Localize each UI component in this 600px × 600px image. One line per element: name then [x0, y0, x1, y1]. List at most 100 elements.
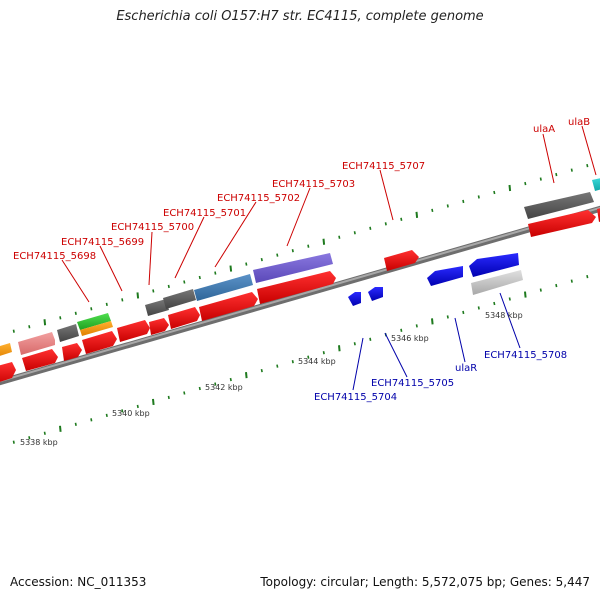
gene-label-ular: ulaR: [455, 363, 477, 374]
tick-mark: [400, 217, 403, 221]
gene-label-ech74115-5701: ECH74115_5701: [163, 208, 246, 219]
gene-feature: [18, 332, 55, 355]
tick-mark: [198, 386, 201, 391]
gene-feature: [253, 253, 333, 283]
tick-mark: [43, 319, 47, 326]
gene-feature: [57, 324, 79, 342]
tick-mark: [74, 311, 77, 315]
gene-label-ech74115-5704: ECH74115_5704: [314, 392, 397, 403]
gene-feature: [62, 343, 82, 361]
tick-mark: [105, 413, 108, 418]
tick-mark: [43, 431, 46, 435]
tick-mark: [136, 292, 140, 299]
tick-mark: [12, 440, 15, 444]
tick-mark: [167, 395, 170, 400]
gene-feature: [427, 266, 463, 286]
tick-marks: [12, 163, 589, 444]
tick-mark: [338, 345, 341, 352]
tick-mark: [12, 329, 15, 333]
gene-feature: [592, 178, 600, 191]
tick-mark: [555, 283, 558, 288]
gene-label-ech74115-5698: ECH74115_5698: [13, 251, 96, 262]
tick-mark: [524, 291, 527, 298]
gene-feature: [22, 349, 58, 371]
reverse-features: [348, 253, 523, 306]
tick-mark: [198, 275, 201, 280]
gene-label-ech74115-5699: ECH74115_5699: [61, 237, 144, 248]
scale-label: 5340 kbp: [112, 409, 150, 418]
gene-feature: [368, 287, 383, 301]
gene-feature: [149, 318, 169, 335]
tick-mark: [74, 422, 77, 426]
gene-feature: [257, 271, 336, 304]
tick-mark: [431, 208, 434, 213]
gene-label-ulab: ulaB: [568, 117, 590, 128]
gene-feature: [145, 299, 169, 316]
tick-mark: [415, 211, 419, 218]
tick-mark: [555, 172, 558, 177]
tick-mark: [90, 307, 93, 311]
tick-mark: [136, 404, 139, 409]
tick-mark: [276, 253, 279, 257]
tick-mark: [245, 371, 248, 379]
tick-mark: [539, 177, 542, 181]
gene-feature: [194, 274, 253, 301]
gene-feature: [168, 307, 200, 329]
tick-mark: [105, 302, 108, 307]
tick-mark: [28, 436, 31, 440]
tick-mark: [446, 315, 449, 319]
scale-label: 5342 kbp: [205, 383, 243, 392]
gene-label-ech74115-5705: ECH74115_5705: [371, 378, 454, 389]
tick-mark: [539, 288, 542, 292]
tick-mark: [229, 265, 233, 272]
tick-mark: [167, 284, 170, 289]
tick-mark: [570, 279, 573, 283]
gene-feature: [77, 313, 111, 330]
tick-mark: [291, 249, 294, 253]
gene-label-ech74115-5708: ECH74115_5708: [484, 350, 567, 361]
tick-mark: [121, 298, 124, 302]
gene-feature: [163, 289, 196, 309]
tick-mark: [276, 364, 279, 368]
tick-mark: [508, 184, 512, 192]
gene-label-ech74115-5707: ECH74115_5707: [342, 161, 425, 172]
tick-mark: [508, 297, 511, 301]
tick-mark: [415, 324, 418, 328]
reverse-gene-labels: ECH74115_5704 ECH74115_5705 ulaR ECH7411…: [314, 350, 567, 403]
gene-feature: [80, 321, 113, 336]
tick-mark: [307, 244, 310, 248]
tick-mark: [152, 289, 155, 293]
tick-mark: [353, 231, 356, 235]
tick-mark: [570, 168, 573, 172]
tick-mark: [322, 351, 325, 355]
map-title: Escherichia coli O157:H7 str. EC4115, co…: [116, 9, 484, 24]
tick-mark: [477, 195, 480, 199]
tick-mark: [59, 316, 62, 320]
tick-mark: [322, 238, 326, 245]
tick-mark: [260, 257, 263, 262]
tick-mark: [214, 271, 217, 275]
tick-mark: [152, 398, 155, 406]
tick-mark: [183, 391, 186, 395]
tick-mark: [384, 222, 387, 226]
tick-mark: [260, 368, 263, 373]
tick-mark: [291, 360, 294, 364]
gene-feature: [528, 210, 596, 237]
gene-feature: [0, 362, 16, 382]
gene-feature: [348, 292, 361, 306]
gene-feature: [597, 208, 600, 222]
gene-feature: [471, 270, 523, 295]
gene-feature: [82, 331, 117, 354]
tick-mark: [586, 274, 589, 279]
tick-mark: [59, 425, 62, 432]
forward-gene-labels: ECH74115_5698 ECH74115_5699 ECH74115_570…: [13, 117, 590, 262]
gene-label-ulaa: ulaA: [533, 124, 555, 135]
tick-mark: [245, 262, 248, 266]
tick-mark: [400, 328, 403, 332]
gene-label-ech74115-5700: ECH74115_5700: [111, 222, 194, 233]
tick-mark: [462, 199, 465, 204]
backbone: [0, 205, 600, 386]
genome-summary-text: Topology: circular; Length: 5,572,075 bp…: [260, 575, 590, 589]
scale-label: 5338 kbp: [20, 438, 58, 447]
